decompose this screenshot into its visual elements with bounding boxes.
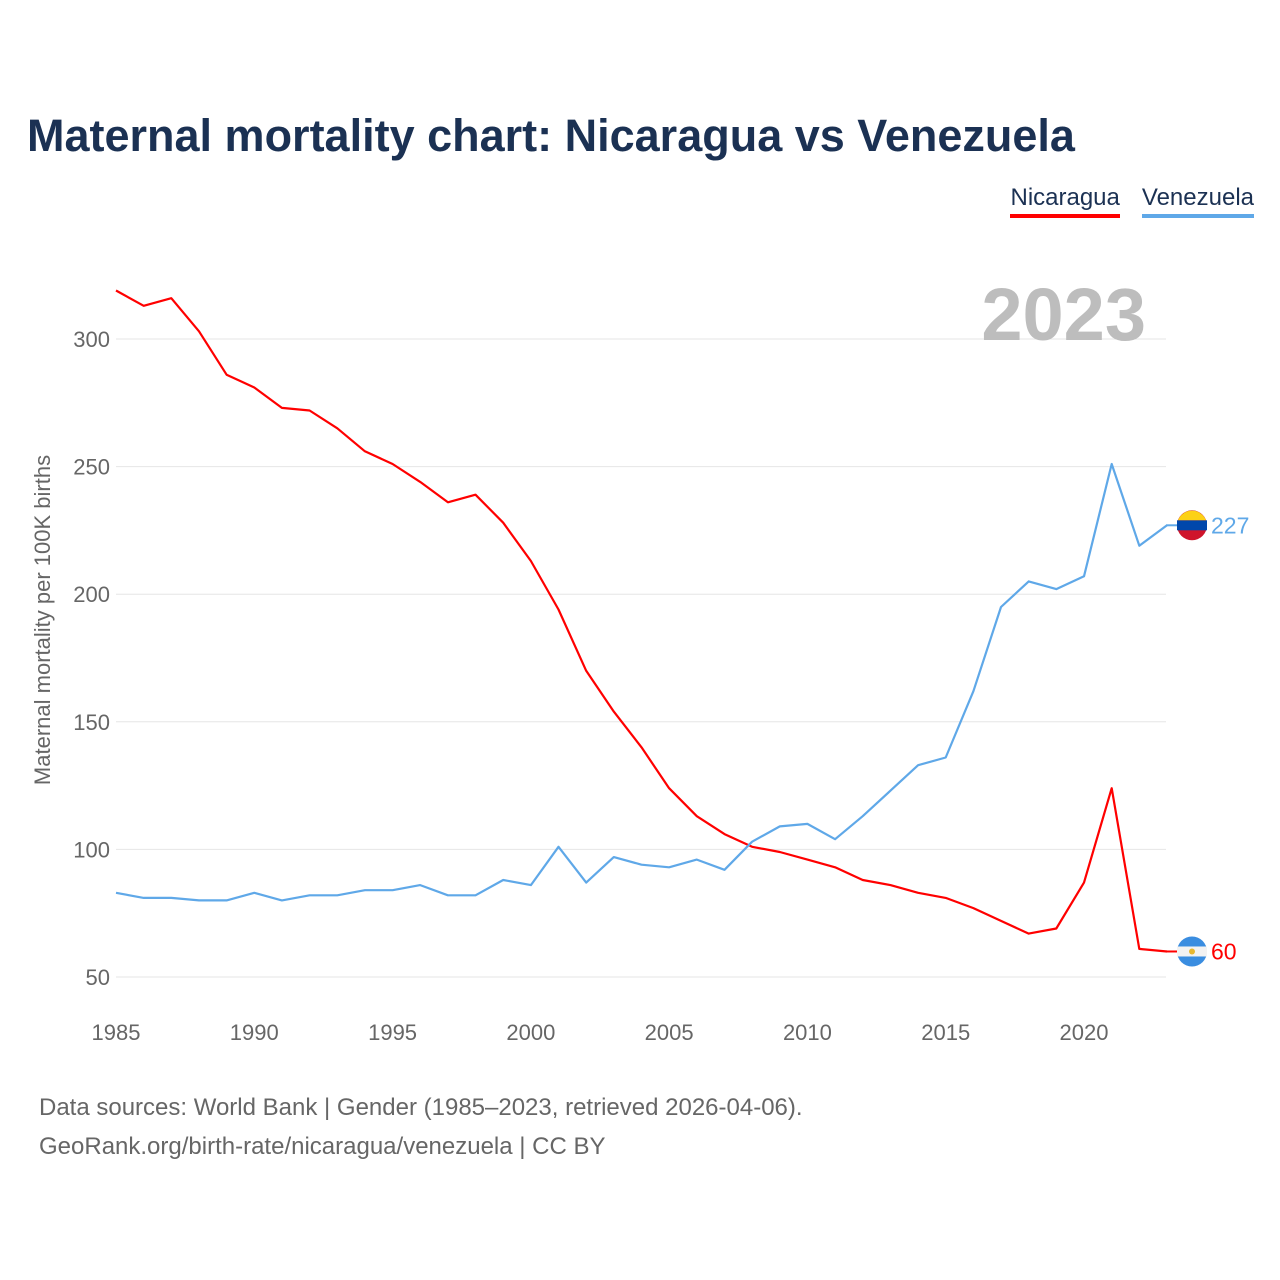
x-tick-label: 1990 [230,1020,279,1045]
y-tick-label: 250 [73,455,110,480]
flag-stripe [1177,520,1207,531]
source-line-1: Data sources: World Bank | Gender (1985–… [39,1094,803,1121]
x-tick-label: 2010 [783,1020,832,1045]
flag-emblem [1189,948,1195,955]
x-tick-label: 2015 [921,1020,970,1045]
y-tick-label: 200 [73,582,110,607]
legend-item-nicaragua[interactable]: Nicaragua [1010,184,1120,218]
x-tick-label: 2000 [506,1020,555,1045]
legend: Nicaragua Venezuela [1010,184,1254,218]
series-line-nicaragua [115,289,1168,953]
y-tick-label: 150 [73,710,110,735]
x-tick-label: 1985 [92,1020,141,1045]
y-axis-label: Maternal mortality per 100K births [30,455,55,785]
x-tick-label: 2020 [1060,1020,1109,1045]
x-tick-label: 1995 [368,1020,417,1045]
source-note: Data sources: World Bank | Gender (1985–… [39,1088,803,1166]
y-tick-label: 50 [86,965,110,990]
x-tick-label: 2005 [645,1020,694,1045]
end-value-label: 227 [1211,512,1249,538]
source-line-2: GeoRank.org/birth-rate/nicaragua/venezue… [39,1133,606,1160]
legend-item-venezuela[interactable]: Venezuela [1141,184,1254,218]
flag-stripe [1178,510,1206,521]
series-line-venezuela [115,462,1168,902]
chart-title: Maternal mortality chart: Nicaragua vs V… [27,110,1075,161]
y-tick-label: 100 [73,837,110,862]
year-watermark: 2023 [981,273,1146,356]
y-tick-label: 300 [73,327,110,352]
end-value-label: 60 [1211,938,1237,964]
